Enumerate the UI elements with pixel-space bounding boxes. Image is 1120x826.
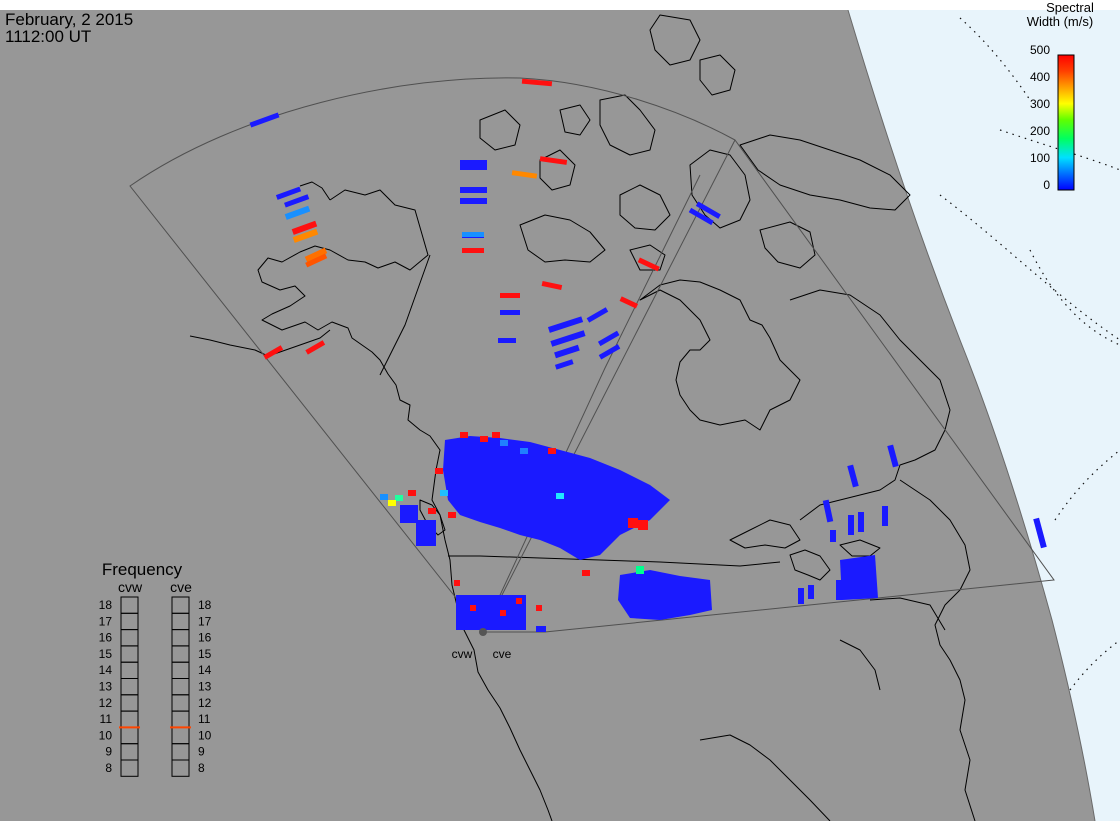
frequency-title: Frequency (102, 560, 183, 579)
header-bg (0, 10, 150, 44)
frequency-tick-left: 16 (99, 631, 113, 645)
frequency-tick-right: 14 (198, 663, 212, 677)
frequency-cell-west (120, 759, 139, 777)
frequency-tick-left: 11 (100, 712, 113, 726)
colorbar-tick-label: 300 (1030, 97, 1050, 111)
frequency-tick-left: 14 (99, 663, 113, 677)
radar-label-east: cve (493, 647, 512, 661)
lat-lon-grid (939, 17, 1120, 691)
frequency-tick-right: 11 (198, 712, 211, 726)
radar-fov (129, 77, 1055, 633)
frequency-tick-right: 15 (198, 647, 212, 661)
frequency-cell-east (171, 759, 190, 777)
frequency-scale: 18 18 17 17 16 16 15 15 14 14 13 13 12 12 11 11 10 10 9 9 8 8 (99, 596, 212, 777)
frequency-tick-right: 12 (198, 696, 212, 710)
top-margin (0, 0, 1120, 10)
frequency-col-west: cvw (118, 579, 143, 595)
radar-label-west: cvw (452, 647, 473, 661)
frequency-tick-left: 18 (99, 598, 113, 612)
frequency-tick-left: 17 (99, 614, 113, 628)
colorbar: Spectral Width (m/s) 500 400 300 200 100 0 (1027, 0, 1094, 192)
frequency-tick-left: 8 (105, 761, 112, 775)
frequency-tick-right: 8 (198, 761, 205, 775)
colorbar-tick-label: 200 (1030, 124, 1050, 138)
colorbar-tick-label: 100 (1030, 151, 1050, 165)
colorbar-gradient (1057, 54, 1075, 191)
frequency-col-east: cve (170, 579, 192, 595)
frequency-tick-right: 10 (198, 728, 212, 742)
colorbar-title-1: Spectral (1046, 0, 1094, 15)
frequency-tick-right: 13 (198, 680, 212, 694)
frequency-tick-right: 18 (198, 598, 212, 612)
frequency-tick-left: 10 (99, 728, 113, 742)
coastlines (189, 14, 976, 822)
frequency-tick-right: 9 (198, 745, 205, 759)
frequency-tick-right: 17 (198, 614, 212, 628)
colorbar-ticks: 500 400 300 200 100 0 (1030, 43, 1050, 192)
radar-site-marker (479, 628, 487, 636)
time-label: 1112:00 UT (5, 27, 91, 46)
colorbar-tick-label: 0 (1043, 178, 1050, 192)
frequency-tick-left: 9 (105, 745, 112, 759)
frequency-tick-right: 16 (198, 631, 212, 645)
frequency-tick-left: 13 (99, 680, 113, 694)
colorbar-tick-label: 500 (1030, 43, 1050, 57)
scatter-mid-width (284, 205, 644, 574)
colorbar-title-2: Width (m/s) (1027, 14, 1093, 29)
frequency-panel: Frequency cvw cve 18 18 17 17 16 16 15 15 14 14 13… (99, 560, 212, 777)
date-label: February, 2 2015 (5, 10, 133, 29)
frequency-tick-left: 15 (99, 647, 113, 661)
frequency-tick-left: 12 (99, 696, 113, 710)
horizon-edge (847, 9, 1096, 822)
scatter-high-width (263, 78, 660, 616)
colorbar-tick-label: 400 (1030, 70, 1050, 84)
